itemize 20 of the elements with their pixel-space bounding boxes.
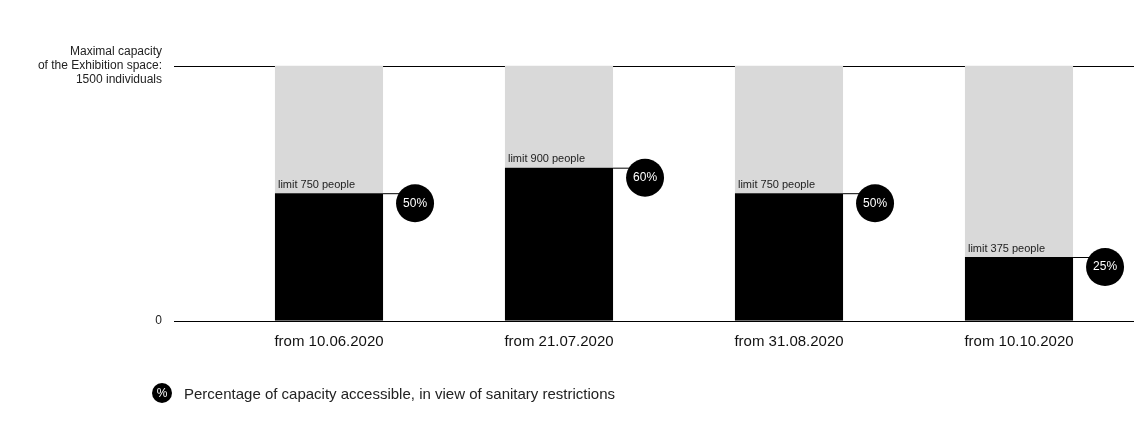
- y-tick-label: 0: [155, 313, 163, 328]
- data-label: limit 750 people: [277, 177, 356, 190]
- bar: [274, 65, 384, 194]
- y-tick-label: Maximal capacity of the Exhibition space: 1500 individuals: [37, 43, 162, 87]
- x-tick-label: from 10.10.2020: [964, 331, 1074, 349]
- annotation: 60%: [633, 169, 658, 184]
- annotation: 50%: [403, 195, 428, 210]
- annotation: 25%: [1093, 259, 1118, 274]
- x-tick-label: from 21.07.2020: [504, 331, 614, 349]
- bar: [964, 65, 1074, 257]
- x-tick-label: from 10.06.2020: [274, 331, 384, 349]
- data-label: limit 375 people: [967, 241, 1046, 254]
- annotation: 50%: [863, 195, 888, 210]
- bar: [734, 65, 844, 194]
- x-tick-label: from 31.08.2020: [734, 331, 844, 349]
- text: Percentage of capacity accessible, in view of sanitary restrictions: [184, 384, 616, 402]
- data-label: limit 750 people: [737, 177, 816, 190]
- data-label: limit 900 people: [507, 152, 586, 165]
- bar: [504, 65, 614, 168]
- circle-icon: %: [152, 383, 172, 403]
